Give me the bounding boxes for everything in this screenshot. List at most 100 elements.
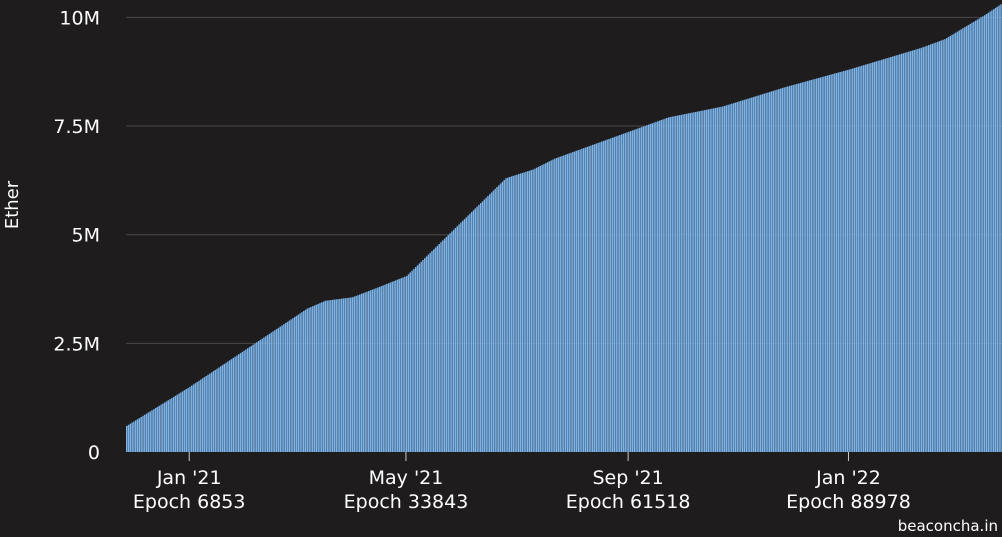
bar — [203, 377, 206, 452]
bar — [167, 400, 169, 452]
bar — [277, 327, 280, 452]
bar — [920, 47, 923, 453]
bar — [633, 129, 635, 453]
bar — [449, 233, 451, 452]
bar — [378, 286, 381, 452]
bar — [337, 299, 339, 452]
bar — [413, 268, 415, 452]
bar — [707, 109, 710, 452]
bar — [653, 122, 655, 452]
bar — [853, 67, 856, 452]
x-tick-date-label: May '21 — [369, 467, 444, 489]
x-tick-date-label: Jan '22 — [815, 467, 881, 489]
bar — [131, 422, 133, 452]
bar — [198, 380, 200, 452]
bar — [162, 403, 164, 452]
bar — [369, 290, 372, 452]
bar — [295, 315, 298, 452]
bar — [714, 107, 717, 453]
bar — [964, 27, 966, 452]
bar — [673, 116, 675, 452]
bar — [447, 235, 449, 452]
bar — [861, 65, 863, 453]
bar — [445, 236, 448, 452]
bar — [496, 187, 498, 452]
bar — [886, 58, 888, 452]
bar — [144, 414, 146, 452]
bar — [517, 174, 520, 452]
bar — [483, 199, 486, 452]
bar — [371, 289, 374, 452]
bar — [736, 102, 738, 452]
bar — [844, 70, 847, 452]
bar — [927, 45, 930, 452]
bar — [317, 303, 319, 452]
bar — [250, 345, 253, 452]
bar — [776, 89, 778, 452]
bar — [411, 270, 413, 452]
bar — [308, 307, 310, 452]
y-axis: 0 2.5M 5M 7.5M 10M — [53, 7, 100, 464]
bar — [572, 152, 574, 452]
bar — [1000, 4, 1002, 452]
bar — [151, 410, 153, 452]
bar — [237, 354, 240, 452]
bar — [857, 66, 859, 452]
bar — [590, 145, 592, 452]
bar — [819, 77, 822, 453]
bar — [133, 421, 135, 452]
bar — [210, 372, 213, 452]
bar — [664, 118, 666, 452]
bar — [440, 242, 442, 452]
bar — [720, 106, 722, 452]
bar — [617, 135, 619, 452]
bar — [145, 413, 148, 452]
bar — [431, 251, 433, 452]
bar — [424, 258, 426, 452]
bar — [823, 76, 825, 453]
bar — [684, 114, 686, 452]
bar — [321, 302, 323, 452]
bar — [550, 160, 552, 452]
y-tick-label: 0 — [88, 442, 100, 464]
bar — [960, 29, 962, 453]
bar — [395, 280, 397, 452]
bar — [564, 154, 567, 452]
bar — [864, 64, 867, 453]
bar — [201, 378, 204, 452]
bar — [239, 353, 242, 452]
bar — [837, 72, 840, 453]
bar — [942, 39, 944, 452]
bar — [247, 348, 249, 452]
bar — [561, 156, 563, 452]
bar — [171, 397, 173, 452]
bar — [452, 229, 455, 452]
bar — [505, 178, 507, 452]
bar — [929, 44, 932, 453]
bar — [859, 66, 861, 452]
bar — [702, 110, 704, 453]
bar — [436, 245, 439, 452]
bar — [946, 38, 948, 452]
bar — [548, 161, 551, 452]
bar — [279, 326, 281, 452]
bar — [552, 159, 554, 453]
bar — [218, 367, 220, 452]
bar — [581, 148, 583, 453]
bar — [875, 61, 878, 452]
bar — [938, 41, 941, 453]
bar — [828, 75, 831, 452]
bar — [373, 288, 375, 452]
bar — [349, 297, 352, 452]
bar — [691, 112, 693, 452]
bar — [891, 56, 894, 452]
bar — [647, 124, 650, 452]
bar — [136, 419, 139, 452]
bar — [409, 272, 412, 452]
bar — [628, 131, 630, 452]
bar — [599, 142, 601, 452]
bar — [805, 81, 807, 453]
bar — [725, 105, 728, 453]
bar — [682, 114, 684, 452]
